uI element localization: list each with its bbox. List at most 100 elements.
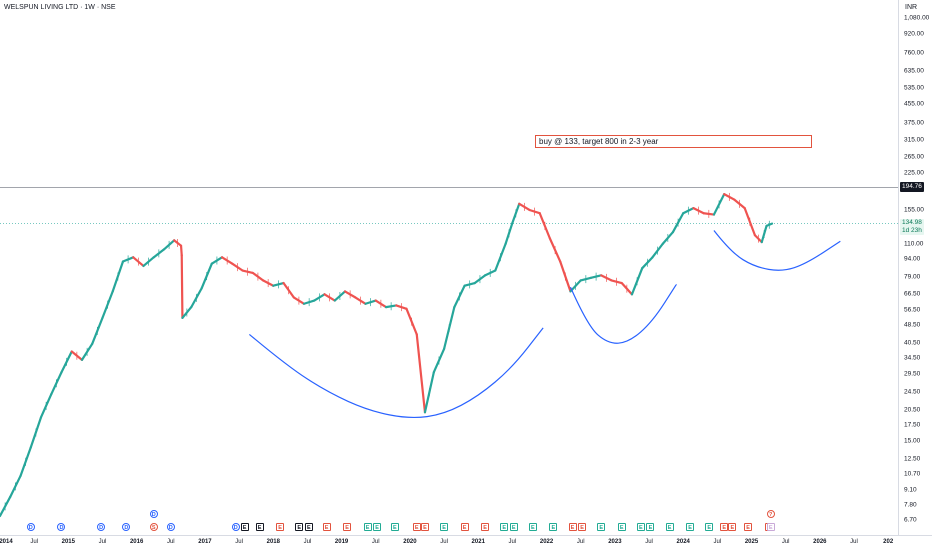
price-tick-label: 94.00 [904,255,921,263]
time-tick-label: 202 [883,539,894,545]
earnings-marker[interactable]: E [343,523,352,531]
price-tick-label: 155.00 [904,206,924,214]
earnings-marker[interactable]: E [686,523,695,531]
price-tick-label: 48.50 [904,321,921,329]
price-tick-label: 66.50 [904,290,921,298]
earnings-marker[interactable]: E [363,523,372,531]
earnings-marker[interactable]: E [665,523,674,531]
earnings-marker[interactable]: E [255,523,264,531]
price-tick-label: 34.50 [904,354,921,362]
earnings-marker[interactable]: E [412,523,421,531]
price-axis[interactable]: 1,080.00 920.00 760.00 635.00 535.00 455.00 37… [898,0,932,535]
time-tick-label: 2016 [129,539,144,545]
time-tick-label: 2019 [334,539,349,545]
cup-curve-drawing[interactable] [248,327,544,419]
price-tick-label: 29.50 [904,370,921,378]
time-tick-label: Jul [713,539,722,545]
time-tick-label: 2014 [0,539,13,545]
price-tick-label: 375.00 [904,119,924,127]
horizontal-line-price-label: 194.76 [900,182,924,193]
earnings-marker[interactable]: E [322,523,331,531]
dividend-marker[interactable]: D [26,523,35,531]
earnings-marker[interactable]: E [744,523,753,531]
dividend-marker[interactable]: D [57,523,66,531]
earnings-marker[interactable]: E [578,523,587,531]
price-tick-label: 635.00 [904,67,924,75]
earnings-marker[interactable]: E [617,523,626,531]
earnings-marker[interactable]: E [420,523,429,531]
price-tick-label: 455.00 [904,100,924,108]
price-tick-label: 535.00 [904,84,924,92]
time-tick-label: Jul [166,539,175,545]
time-tick-label: Jul [235,539,243,545]
dividend-marker[interactable]: D [166,523,175,531]
dividend-marker[interactable]: D [231,523,240,531]
earnings-marker[interactable]: E [460,523,469,531]
time-tick-label: Jul [371,539,380,545]
earnings-marker[interactable]: E [240,523,249,531]
earnings-marker[interactable]: E [568,523,577,531]
time-tick-label: Jul [576,539,585,545]
price-tick-label: 110.00 [904,240,924,248]
bar-countdown: 1d 23h [902,226,922,234]
cup-curve-drawing[interactable] [713,230,841,271]
earnings-marker[interactable]: E [636,523,645,531]
price-tick-label: 225.00 [904,169,924,177]
earnings-marker[interactable]: E [440,523,449,531]
last-price-value: 134.98 [902,218,922,226]
earnings-marker[interactable]: E [597,523,606,531]
earnings-marker[interactable]: E [390,523,399,531]
earnings-marker[interactable]: E [481,523,490,531]
price-tick-label: 7.80 [904,501,917,509]
time-tick-label: 2023 [608,539,622,545]
earnings-marker[interactable]: E [304,523,313,531]
price-tick-label: 17.50 [904,421,921,429]
earnings-marker[interactable]: E [646,523,655,531]
time-tick-label: 2017 [198,539,212,545]
time-tick-label: 2026 [813,539,827,545]
trade-note-annotation[interactable]: buy @ 133, target 800 in 2-3 year [535,135,812,148]
time-tick-label: Jul [508,539,517,545]
chart-plot-area[interactable] [0,0,898,535]
earnings-marker[interactable]: ? [766,510,775,518]
price-tick-label: 24.50 [904,388,921,396]
split-marker[interactable]: S [149,523,158,531]
earnings-marker[interactable]: E [766,523,775,531]
dividend-marker[interactable]: D [122,523,131,531]
time-tick-label: Jul [850,539,858,545]
price-tick-label: 920.00 [904,30,924,38]
earnings-marker[interactable]: E [276,523,285,531]
price-tick-label: 265.00 [904,153,924,161]
earnings-marker[interactable]: E [549,523,558,531]
earnings-marker[interactable]: E [500,523,509,531]
time-tick-label: Jul [645,539,653,545]
earnings-marker[interactable]: E [373,523,382,531]
price-tick-label: 20.50 [904,406,921,414]
price-tick-label: 1,080.00 [904,14,930,22]
time-tick-label: 2024 [676,539,690,545]
currency-label: INR [905,4,918,11]
price-tick-label: 15.00 [904,437,921,445]
price-tick-label: 79.00 [904,273,921,281]
earnings-marker[interactable]: E [528,523,537,531]
chart-title: WELSPUN LIVING LTD · 1W · NSE [4,4,116,11]
earnings-marker[interactable]: E [728,523,737,531]
earnings-marker[interactable]: E [509,523,518,531]
time-axis[interactable] [0,535,932,551]
dividend-marker[interactable]: D [97,523,106,531]
earnings-marker[interactable]: E [295,523,304,531]
time-tick-label: 2025 [744,539,759,545]
dividend-marker[interactable]: D [149,510,158,518]
cup-curve-drawing[interactable] [569,284,677,344]
price-tick-label: 56.50 [904,306,921,314]
time-tick-label: 2021 [471,539,485,545]
earnings-marker[interactable]: E [705,523,714,531]
last-price-label: 134.98 1d 23h [900,218,924,235]
time-tick-label: Jul [440,539,448,545]
price-tick-label: 6.70 [904,516,917,524]
time-tick-label: 2020 [403,539,417,545]
time-tick-label: Jul [30,539,38,545]
time-tick-label: 2018 [266,539,280,545]
time-tick-label: Jul [98,539,107,545]
earnings-marker[interactable]: E [720,523,729,531]
